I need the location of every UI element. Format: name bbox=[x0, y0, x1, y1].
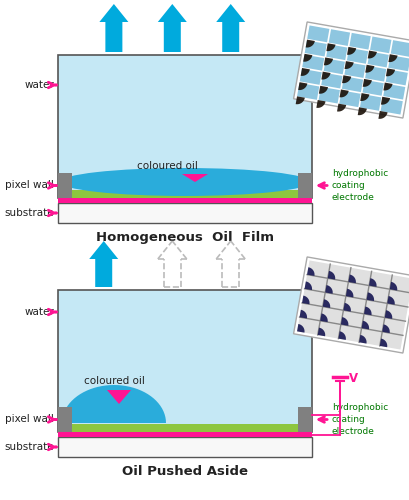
Text: coloured oil: coloured oil bbox=[83, 376, 144, 386]
Polygon shape bbox=[348, 274, 356, 283]
Polygon shape bbox=[297, 26, 409, 115]
Polygon shape bbox=[390, 282, 397, 290]
Ellipse shape bbox=[60, 168, 310, 196]
Bar bbox=[298, 173, 312, 198]
Text: hydrophobic
coating
electrode: hydrophobic coating electrode bbox=[332, 169, 388, 202]
Polygon shape bbox=[297, 260, 409, 350]
Bar bbox=[58, 424, 312, 432]
Polygon shape bbox=[305, 282, 312, 290]
Polygon shape bbox=[387, 296, 395, 304]
Polygon shape bbox=[62, 385, 166, 423]
Polygon shape bbox=[338, 332, 346, 340]
Polygon shape bbox=[344, 303, 351, 312]
Polygon shape bbox=[380, 338, 387, 347]
Bar bbox=[58, 190, 312, 198]
Text: Homogeneous  Oil  Film: Homogeneous Oil Film bbox=[96, 231, 274, 244]
Polygon shape bbox=[363, 79, 372, 87]
Bar bbox=[58, 203, 312, 223]
Polygon shape bbox=[299, 310, 307, 318]
Polygon shape bbox=[294, 257, 409, 353]
Bar bbox=[58, 55, 312, 198]
Bar bbox=[298, 407, 312, 432]
Bar bbox=[58, 173, 72, 198]
Polygon shape bbox=[323, 299, 330, 308]
Bar bbox=[58, 407, 72, 432]
FancyArrow shape bbox=[158, 4, 187, 52]
Text: pixel wall: pixel wall bbox=[5, 180, 54, 190]
Polygon shape bbox=[296, 96, 305, 104]
Polygon shape bbox=[325, 285, 333, 294]
Polygon shape bbox=[346, 288, 353, 298]
Polygon shape bbox=[389, 54, 398, 62]
Text: water: water bbox=[24, 80, 54, 90]
Polygon shape bbox=[381, 96, 390, 104]
Polygon shape bbox=[364, 306, 371, 315]
Polygon shape bbox=[359, 335, 366, 344]
Polygon shape bbox=[342, 76, 351, 83]
Polygon shape bbox=[326, 44, 335, 51]
Polygon shape bbox=[337, 104, 346, 112]
Bar bbox=[58, 290, 312, 432]
Text: V: V bbox=[349, 372, 358, 386]
Polygon shape bbox=[294, 22, 409, 118]
Polygon shape bbox=[107, 390, 131, 404]
Polygon shape bbox=[385, 310, 392, 319]
Text: coloured oil: coloured oil bbox=[137, 161, 198, 171]
Polygon shape bbox=[328, 271, 335, 280]
Polygon shape bbox=[319, 86, 328, 94]
Text: Oil Pushed Aside: Oil Pushed Aside bbox=[122, 465, 248, 478]
Polygon shape bbox=[306, 40, 315, 48]
Polygon shape bbox=[378, 111, 388, 119]
Polygon shape bbox=[303, 54, 312, 62]
Polygon shape bbox=[297, 324, 305, 332]
Polygon shape bbox=[320, 314, 328, 322]
Polygon shape bbox=[383, 82, 393, 90]
Polygon shape bbox=[298, 82, 307, 90]
Polygon shape bbox=[365, 64, 374, 72]
Text: substrate: substrate bbox=[4, 208, 54, 218]
Polygon shape bbox=[382, 324, 390, 333]
Polygon shape bbox=[341, 317, 348, 326]
Polygon shape bbox=[307, 267, 315, 276]
Polygon shape bbox=[362, 320, 369, 330]
Polygon shape bbox=[360, 93, 369, 101]
FancyArrow shape bbox=[99, 4, 128, 52]
Bar bbox=[58, 198, 312, 203]
Polygon shape bbox=[324, 58, 333, 66]
Bar bbox=[58, 437, 312, 457]
Polygon shape bbox=[369, 278, 377, 287]
Text: hydrophobic
coating
electrode: hydrophobic coating electrode bbox=[332, 403, 388, 436]
Text: substrate: substrate bbox=[4, 442, 54, 452]
Polygon shape bbox=[318, 328, 325, 336]
Polygon shape bbox=[339, 90, 349, 98]
Polygon shape bbox=[347, 47, 356, 55]
Polygon shape bbox=[182, 174, 208, 182]
Polygon shape bbox=[344, 61, 354, 69]
FancyArrow shape bbox=[89, 241, 118, 287]
Text: pixel wall: pixel wall bbox=[5, 414, 54, 424]
Text: water: water bbox=[24, 307, 54, 317]
Polygon shape bbox=[316, 100, 326, 108]
Polygon shape bbox=[301, 68, 310, 76]
Polygon shape bbox=[321, 72, 330, 80]
FancyArrow shape bbox=[216, 4, 245, 52]
Polygon shape bbox=[386, 68, 395, 76]
Polygon shape bbox=[368, 50, 377, 58]
Polygon shape bbox=[358, 108, 367, 115]
Polygon shape bbox=[366, 292, 374, 301]
Polygon shape bbox=[302, 296, 310, 304]
Bar bbox=[58, 432, 312, 437]
